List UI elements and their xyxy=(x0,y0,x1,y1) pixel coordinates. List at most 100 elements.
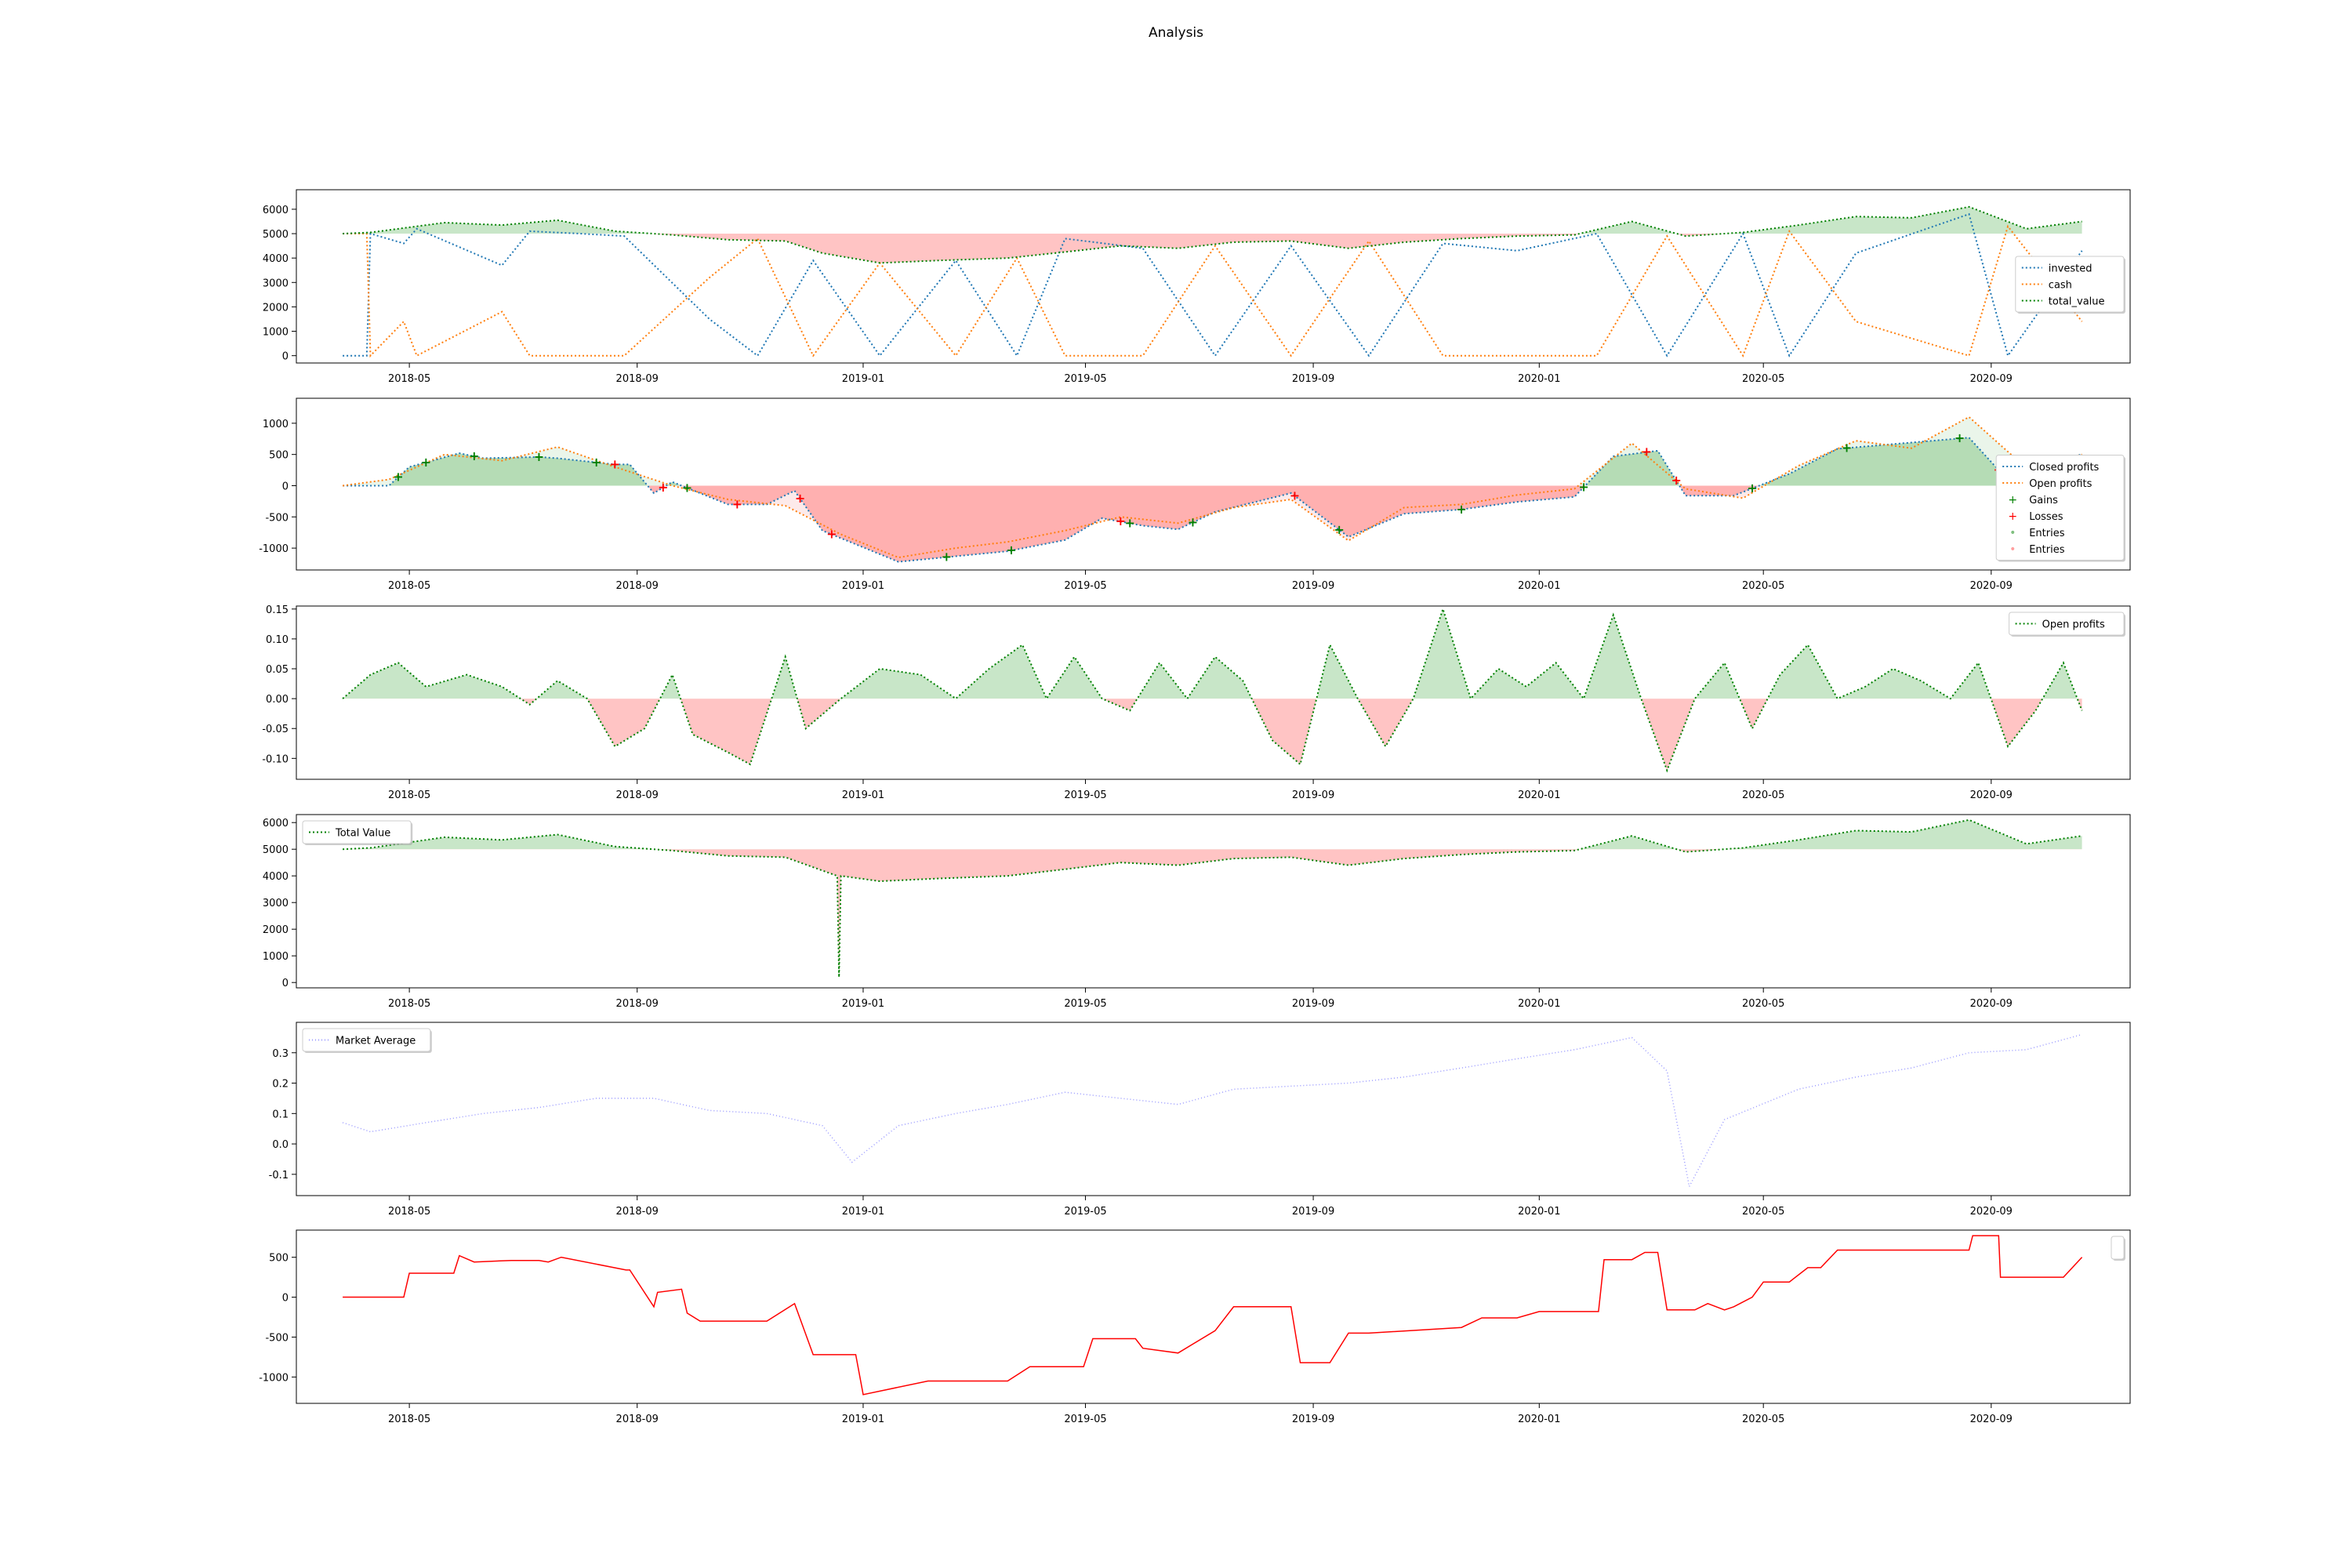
loss-marker: + xyxy=(1290,488,1300,503)
x-tick-label: 2018-09 xyxy=(616,789,659,801)
gain-marker: + xyxy=(534,449,544,464)
y-tick-label: 0.05 xyxy=(266,664,289,676)
p1-fill-above xyxy=(343,206,2082,234)
y-tick-label: 0.2 xyxy=(272,1079,289,1091)
x-tick-label: 2020-09 xyxy=(1970,789,2013,801)
gain-marker: + xyxy=(421,455,431,470)
legend-box xyxy=(2015,256,2125,313)
figure-title: Analysis xyxy=(1148,25,1204,41)
gain-marker: + xyxy=(1124,515,1134,530)
y-tick-label: 0.15 xyxy=(266,604,289,616)
p1-fill-below xyxy=(653,234,1724,263)
axes-frame xyxy=(296,814,2131,989)
gain-marker: + xyxy=(1842,440,1852,455)
legend: Closed profits Open profits + Gains + Losses •… xyxy=(1995,455,2125,562)
y-tick-label: 0 xyxy=(282,978,289,989)
y-tick-label: 0.3 xyxy=(272,1048,289,1060)
x-tick-label: 2019-01 xyxy=(842,998,884,1010)
legend: Total Value xyxy=(302,820,413,845)
y-tick-label: 500 xyxy=(269,450,289,462)
axes-frame xyxy=(296,1229,2131,1404)
p3-fill-above xyxy=(343,608,2078,699)
axes-frame xyxy=(296,1022,2131,1196)
series-closed-profits xyxy=(343,437,2082,563)
legend-marker: • xyxy=(2009,527,2016,539)
x-tick-label: 2020-01 xyxy=(1518,1206,1560,1218)
x-tick-label: 2019-01 xyxy=(842,580,884,592)
x-tick-label: 2019-09 xyxy=(1292,373,1334,385)
legend-box xyxy=(302,820,412,844)
x-tick-label: 2020-01 xyxy=(1518,1414,1560,1425)
x-tick-label: 2020-01 xyxy=(1518,580,1560,592)
x-tick-label: 2018-09 xyxy=(616,373,659,385)
y-tick-label: 1000 xyxy=(263,951,289,963)
series-cash xyxy=(343,224,2083,358)
y-tick-label: 5000 xyxy=(263,229,289,241)
x-tick-label: 2020-09 xyxy=(1970,1206,2013,1218)
x-tick-label: 2020-09 xyxy=(1970,373,2013,385)
x-tick-label: 2018-05 xyxy=(388,1414,430,1425)
loss-marker: + xyxy=(732,496,742,511)
legend-label: Entries xyxy=(2029,528,2065,539)
gain-marker: + xyxy=(1578,480,1588,495)
x-tick-label: 2020-01 xyxy=(1518,373,1560,385)
gain-marker: + xyxy=(1006,543,1016,557)
gain-marker: + xyxy=(1456,502,1466,517)
gain-marker: + xyxy=(1334,522,1344,537)
legend-label: Gains xyxy=(2029,495,2058,506)
x-tick-label: 2020-01 xyxy=(1518,789,1560,801)
x-tick-label: 2019-09 xyxy=(1292,998,1334,1010)
legend-label: total_value xyxy=(2049,296,2105,308)
legend-marker: + xyxy=(2008,494,2017,506)
subplot-profits: -1000 -500 0 500 1000 2018-05 2018-09 2019-01 20… xyxy=(259,397,2131,592)
x-tick-label: 2020-01 xyxy=(1518,998,1560,1010)
x-tick-label: 2019-05 xyxy=(1064,789,1106,801)
loss-marker: + xyxy=(795,491,805,506)
y-tick-label: 1000 xyxy=(263,419,289,430)
legend-marker: + xyxy=(2008,510,2017,523)
y-tick-label: 5000 xyxy=(263,844,289,856)
gain-marker: + xyxy=(1188,514,1198,529)
subplot-open_profits_pct: -0.10 -0.05 0.00 0.05 0.10 0.15 2018-05 2018-09… xyxy=(262,604,2131,801)
y-tick-label: 0 xyxy=(282,351,289,363)
x-tick-label: 2018-05 xyxy=(388,998,430,1010)
x-tick-label: 2019-01 xyxy=(842,789,884,801)
axes-frame xyxy=(296,397,2131,571)
axes-frame xyxy=(296,605,2131,780)
loss-marker: + xyxy=(1642,445,1652,459)
x-tick-label: 2018-05 xyxy=(388,373,430,385)
x-tick-label: 2019-09 xyxy=(1292,1414,1334,1425)
y-tick-label: 6000 xyxy=(263,205,289,216)
x-tick-label: 2019-01 xyxy=(842,1414,884,1425)
loss-marker: + xyxy=(1116,514,1126,528)
legend-box xyxy=(2009,612,2125,636)
x-tick-label: 2020-05 xyxy=(1742,1206,1784,1218)
x-tick-label: 2018-09 xyxy=(616,1206,659,1218)
legend-label: Total Value xyxy=(335,828,390,840)
x-tick-label: 2019-01 xyxy=(842,1206,884,1218)
y-tick-label: 6000 xyxy=(263,818,289,829)
legend: invested cash total_value xyxy=(2015,256,2125,314)
x-tick-label: 2019-09 xyxy=(1292,1206,1334,1218)
x-tick-label: 2020-09 xyxy=(1970,1414,2013,1425)
gain-marker: + xyxy=(469,448,479,463)
y-tick-label: 0.10 xyxy=(266,634,289,646)
x-tick-label: 2019-09 xyxy=(1292,789,1334,801)
x-tick-label: 2019-05 xyxy=(1064,1414,1106,1425)
y-tick-label: -0.10 xyxy=(262,753,289,765)
subplot-portfolio: 0 1000 2000 3000 4000 5000 6000 2018-05 2018-09 2… xyxy=(263,189,2131,385)
x-tick-label: 2018-09 xyxy=(616,580,659,592)
series-open-profits xyxy=(342,416,2082,559)
gain-marker: + xyxy=(942,550,952,564)
x-tick-label: 2018-05 xyxy=(388,789,430,801)
x-tick-label: 2019-09 xyxy=(1292,580,1334,592)
series-total-value xyxy=(343,818,2082,978)
x-tick-label: 2018-09 xyxy=(616,998,659,1010)
legend-box xyxy=(302,1028,431,1052)
y-tick-label: 0 xyxy=(282,481,289,492)
x-tick-label: 2020-09 xyxy=(1970,580,2013,592)
gain-marker: + xyxy=(591,455,601,470)
legend-label: Open profits xyxy=(2042,619,2105,631)
legend: Market Average xyxy=(302,1028,432,1053)
legend-box xyxy=(2111,1236,2125,1260)
